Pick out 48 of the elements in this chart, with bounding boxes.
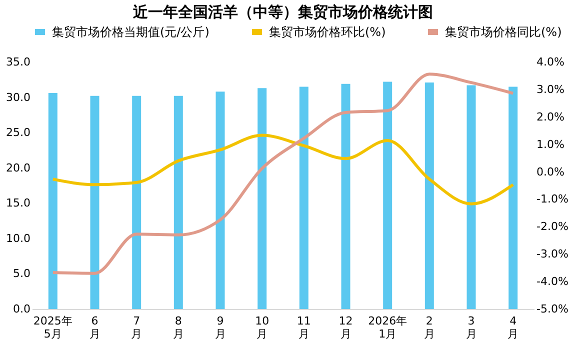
bar [258,88,267,309]
x-tick-label: 10 月 [255,314,270,340]
bar [48,93,58,309]
x-tick-label: 4 月 [508,314,519,340]
y2-tick-label: -4.0% [536,275,568,288]
y2-tick-label: 2.0% [536,110,564,124]
x-tick-label: 2 月 [424,314,435,340]
bar [299,86,308,309]
x-tick-label: 11 月 [296,314,311,340]
legend-label: 集贸市场价格同比(%) [445,25,562,39]
y2-tick-label: -3.0% [536,248,568,261]
bar [174,96,183,309]
bar [90,96,100,309]
bar [341,84,350,309]
y-tick-label: 35.0 [6,56,30,68]
line-series [51,72,515,275]
y2-tick-label: -2.0% [536,220,568,234]
y2-tick-label: 0.0% [536,165,564,178]
x-tick-label: 2026年 1月 [368,314,408,340]
x-tick-label: 2025年 5月 [33,314,72,340]
y-tick-label: 30.0 [6,90,30,104]
y-tick-label: 15.0 [6,196,30,210]
bar [424,82,434,309]
line-series [51,134,515,206]
legend-label: 集贸市场价格当期值(元/公斤) [52,25,210,39]
y-tick-label: 5.0 [13,267,30,280]
x-tick-label: 12 月 [338,314,353,340]
y2-tick-label: -5.0% [536,302,568,316]
y-tick-label: 10.0 [6,232,30,245]
x-tick-label: 8 月 [172,314,184,340]
bar [508,86,518,309]
x-tick-label: 3 月 [466,314,477,340]
y-tick-label: 20.0 [6,161,30,174]
x-tick-label: 9 月 [214,314,226,340]
bar [466,85,476,309]
bar [383,82,392,309]
bar [216,92,225,309]
x-tick-label: 6 月 [89,314,100,340]
y2-tick-label: 4.0% [536,56,564,68]
chart-title: 近一年全国活羊（中等）集贸市场价格统计图 [132,3,433,21]
bar [132,96,142,309]
x-tick-label: 7 月 [131,314,142,340]
y-tick-label: 0.0 [13,302,30,316]
y2-tick-label: -1.0% [536,192,568,206]
y-tick-label: 25.0 [6,126,30,140]
y2-tick-label: 1.0% [536,138,564,151]
legend-label: 集贸市场价格环比(%) [269,25,386,39]
y2-tick-label: 3.0% [536,82,564,96]
